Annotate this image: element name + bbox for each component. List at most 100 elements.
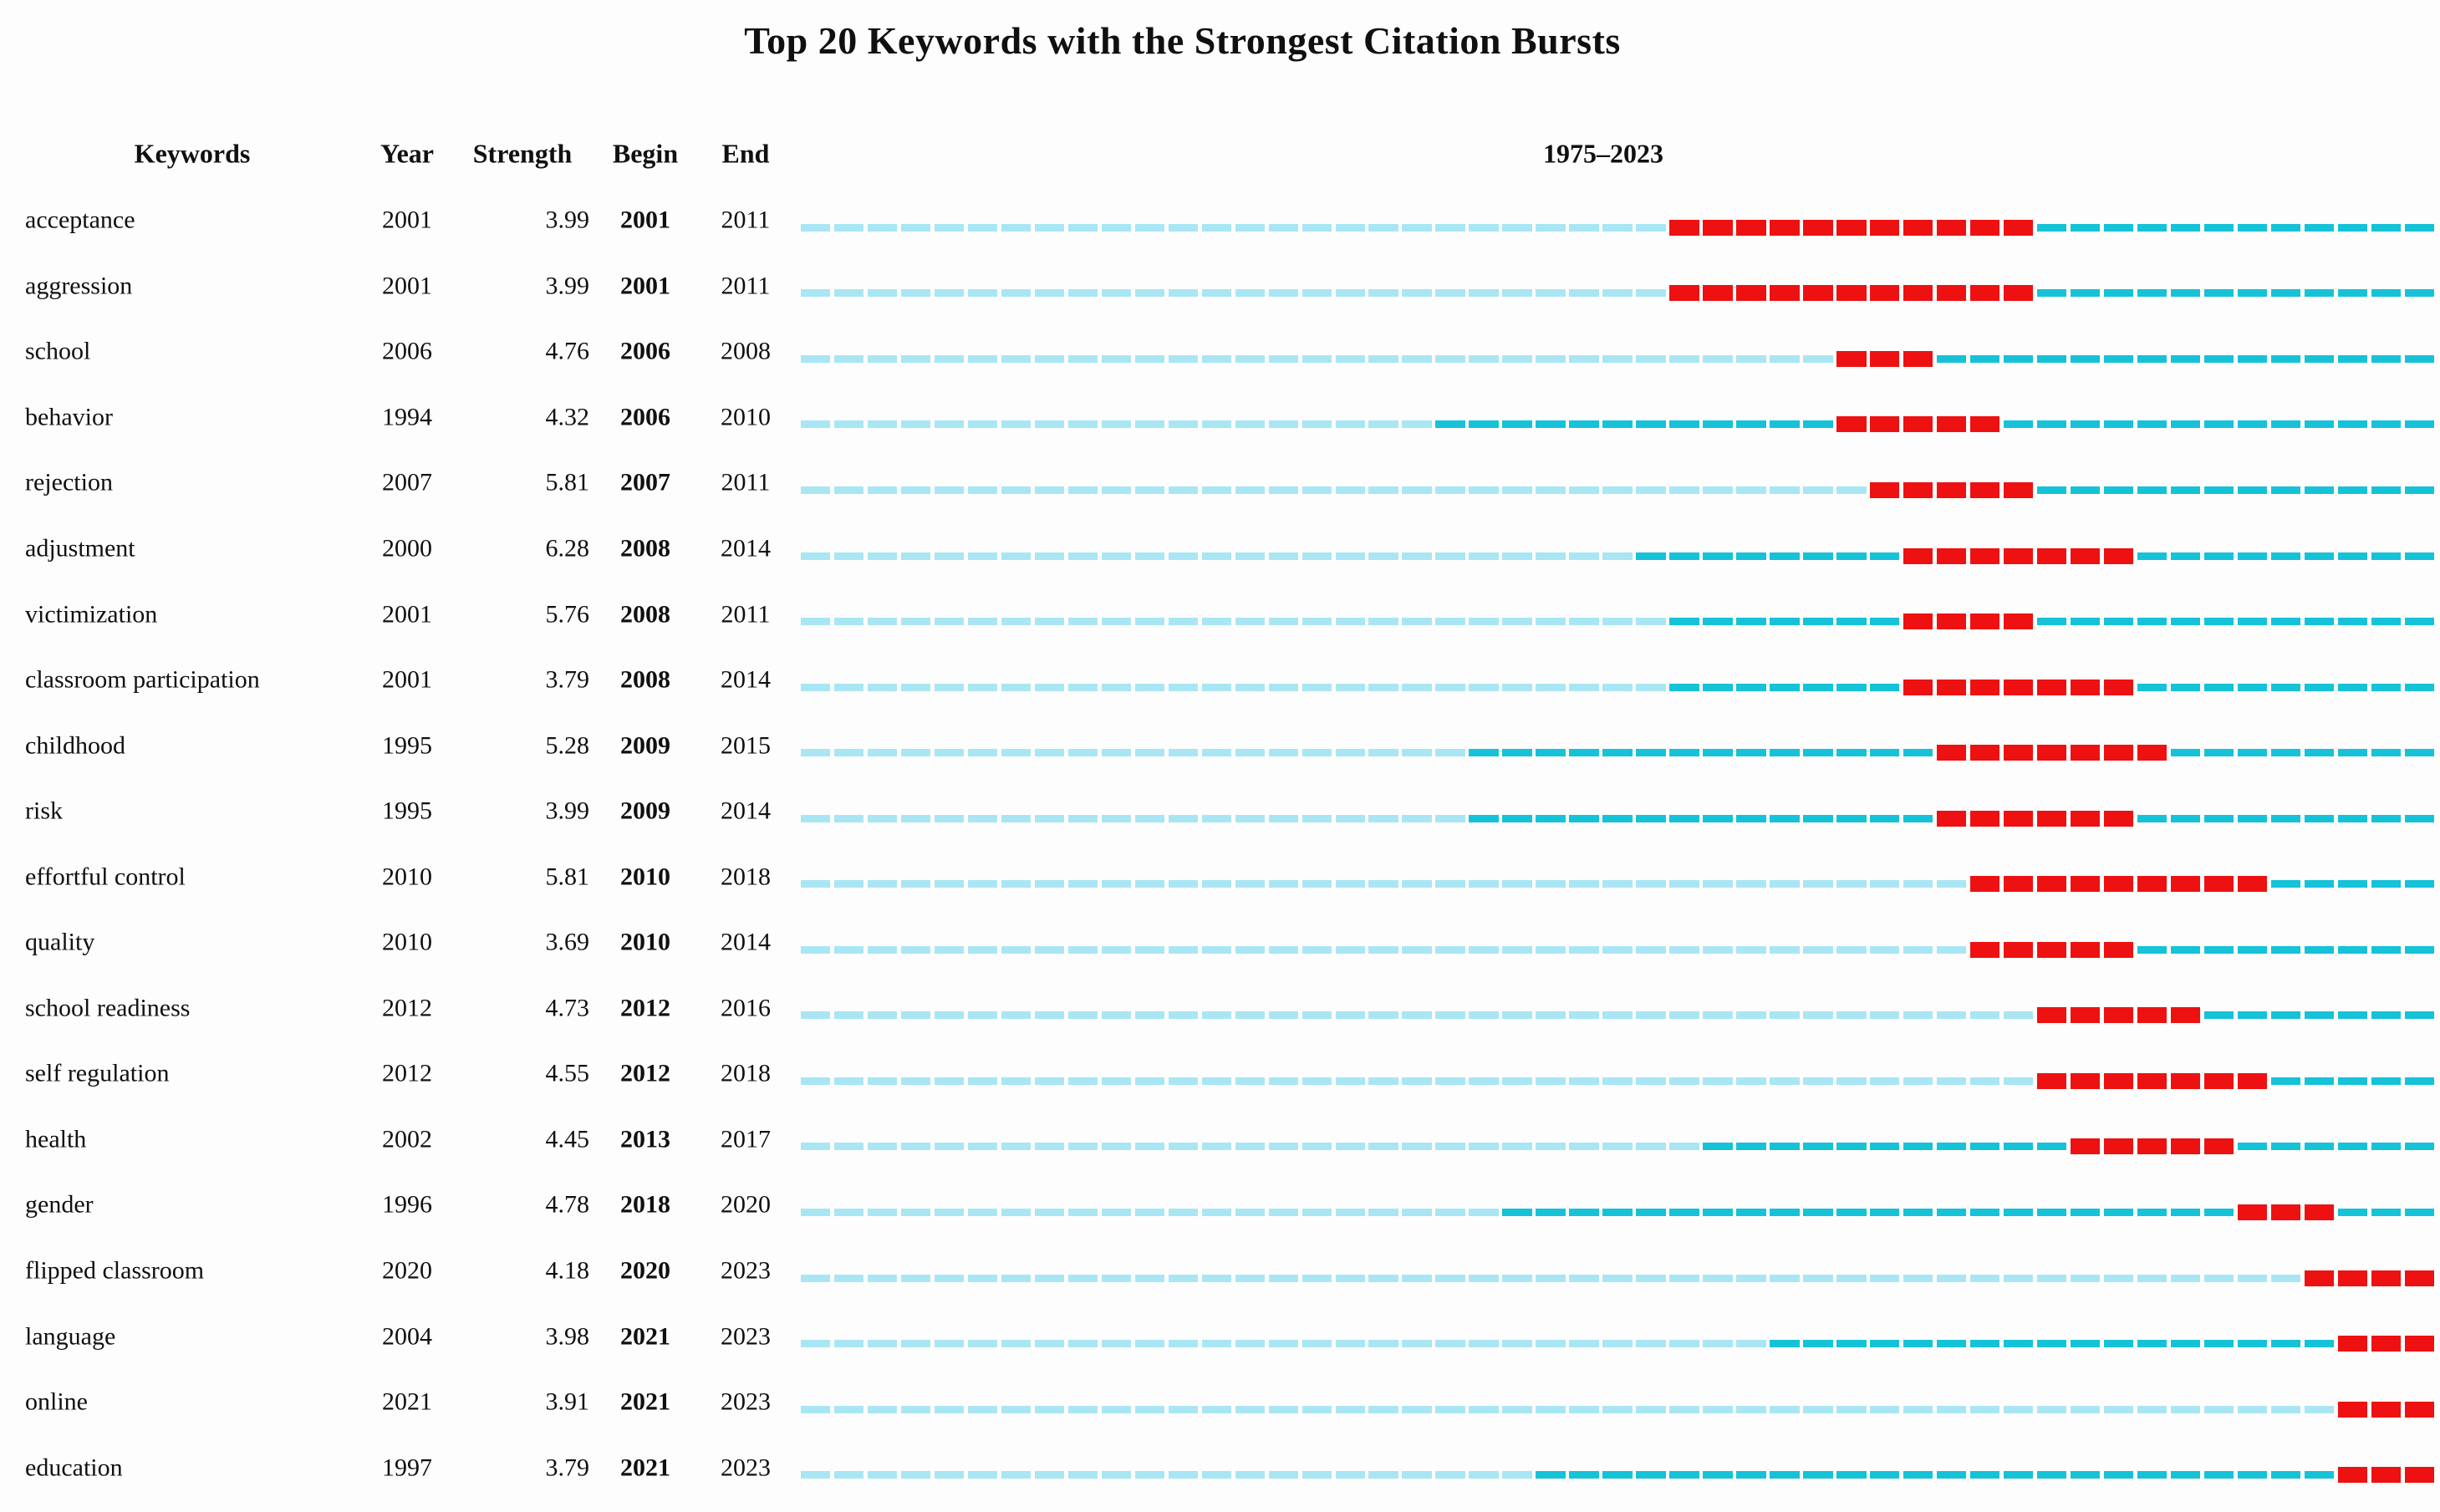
timeline-year-dash (1870, 416, 1900, 433)
timeline-year-dash (1268, 814, 1299, 822)
timeline-year-dash (1536, 1274, 1566, 1282)
timeline-year-dash (1836, 880, 1867, 888)
timeline-year-dash (1602, 1077, 1633, 1085)
timeline-year-dash (801, 618, 831, 626)
timeline-year-dash (1636, 1011, 1666, 1020)
timeline-year-dash (1235, 552, 1266, 560)
timeline-year-dash (1870, 552, 1900, 560)
column-header-begin: Begin (612, 138, 679, 169)
timeline-year-dash (1770, 219, 1800, 236)
timeline-year-dash (1569, 1011, 1599, 1020)
strength-value: 3.91 (545, 1387, 590, 1416)
timeline-year-dash (934, 1274, 965, 1282)
timeline-year-dash (1235, 945, 1266, 954)
timeline-year-dash (2237, 354, 2268, 363)
timeline-year-dash (1302, 1274, 1332, 1282)
timeline-year-dash (2137, 1208, 2167, 1216)
timeline-year-dash (1368, 1077, 1398, 1085)
timeline-year-dash (1101, 486, 1132, 494)
timeline-year-dash (1168, 749, 1199, 757)
timeline-year-dash (2137, 223, 2167, 232)
timeline-year-dash (1134, 486, 1165, 494)
timeline-year-dash (934, 1471, 965, 1479)
timeline-year-dash (1770, 1471, 1800, 1479)
timeline-year-dash (900, 880, 931, 888)
timeline-year-dash (1469, 880, 1499, 888)
keyword-label: adjustment (25, 534, 135, 563)
timeline-year-dash (2170, 223, 2201, 232)
timeline-year-dash (1469, 1208, 1499, 1216)
timeline-year-dash (2371, 486, 2401, 494)
timeline-year-dash (1803, 749, 1833, 757)
timeline-year-dash (801, 1143, 831, 1151)
timeline-year-dash (1134, 420, 1165, 429)
timeline-year-dash (1001, 552, 1032, 560)
burst-timeline-bar (801, 481, 2434, 499)
timeline-year-dash (1368, 749, 1398, 757)
timeline-year-dash (1268, 618, 1299, 626)
timeline-year-dash (1469, 552, 1499, 560)
timeline-year-dash (1703, 420, 1733, 429)
timeline-year-dash (1836, 1471, 1867, 1479)
keyword-label: flipped classroom (25, 1256, 205, 1285)
timeline-year-dash (1034, 420, 1065, 429)
timeline-year-dash (1034, 683, 1065, 691)
burst-begin-value: 2010 (620, 928, 670, 956)
timeline-year-dash (1936, 679, 1967, 695)
timeline-year-dash (1034, 1143, 1065, 1151)
timeline-year-dash (1502, 1274, 1532, 1282)
timeline-year-dash (1903, 1077, 1933, 1085)
timeline-year-dash (2404, 618, 2434, 626)
timeline-year-dash (1469, 223, 1499, 232)
timeline-year-dash (833, 420, 864, 429)
timeline-year-dash (2304, 1471, 2335, 1479)
timeline-year-dash (2337, 1467, 2368, 1484)
timeline-year-dash (1201, 880, 1232, 888)
timeline-year-dash (1836, 1208, 1867, 1216)
timeline-year-dash (2070, 1007, 2101, 1024)
timeline-year-dash (1368, 683, 1398, 691)
timeline-year-dash (2371, 289, 2401, 298)
timeline-year-dash (1969, 1077, 2000, 1085)
timeline-year-dash (1836, 219, 1867, 236)
first-year-value: 2012 (382, 994, 432, 1022)
timeline-year-dash (2036, 289, 2067, 298)
timeline-year-dash (2270, 945, 2301, 954)
timeline-year-dash (1669, 285, 1699, 302)
burst-timeline-bar (801, 678, 2434, 696)
timeline-year-dash (1903, 613, 1933, 630)
strength-value: 6.28 (545, 534, 590, 563)
timeline-year-dash (1034, 1340, 1065, 1348)
timeline-year-dash (2070, 1405, 2101, 1413)
burst-end-value: 2014 (721, 665, 771, 694)
timeline-year-dash (2003, 679, 2034, 695)
timeline-year-dash (1469, 420, 1499, 429)
keyword-label: behavior (25, 403, 113, 431)
keyword-label: quality (25, 928, 95, 956)
timeline-year-dash (1969, 745, 2000, 761)
first-year-value: 2001 (382, 665, 432, 694)
column-header-strength: Strength (472, 138, 573, 169)
timeline-year-dash (2170, 1072, 2201, 1089)
timeline-year-dash (967, 814, 998, 822)
timeline-year-dash (2404, 749, 2434, 757)
timeline-year-dash (1134, 1471, 1165, 1479)
timeline-year-dash (1703, 486, 1733, 494)
timeline-year-dash (1001, 1340, 1032, 1348)
timeline-year-dash (2003, 810, 2034, 827)
timeline-year-dash (2203, 1011, 2234, 1020)
timeline-year-dash (1134, 1208, 1165, 1216)
timeline-year-dash (1101, 1077, 1132, 1085)
timeline-year-dash (2237, 683, 2268, 691)
timeline-year-dash (1936, 945, 1967, 954)
timeline-year-dash (2237, 1072, 2268, 1089)
timeline-year-dash (1969, 1208, 2000, 1216)
timeline-year-dash (1001, 814, 1032, 822)
timeline-year-dash (1536, 749, 1566, 757)
timeline-year-dash (2137, 876, 2167, 893)
timeline-year-dash (1402, 289, 1432, 298)
timeline-year-dash (2304, 945, 2335, 954)
timeline-year-dash (2237, 1274, 2268, 1282)
first-year-value: 1995 (382, 797, 432, 825)
timeline-year-dash (1101, 618, 1132, 626)
